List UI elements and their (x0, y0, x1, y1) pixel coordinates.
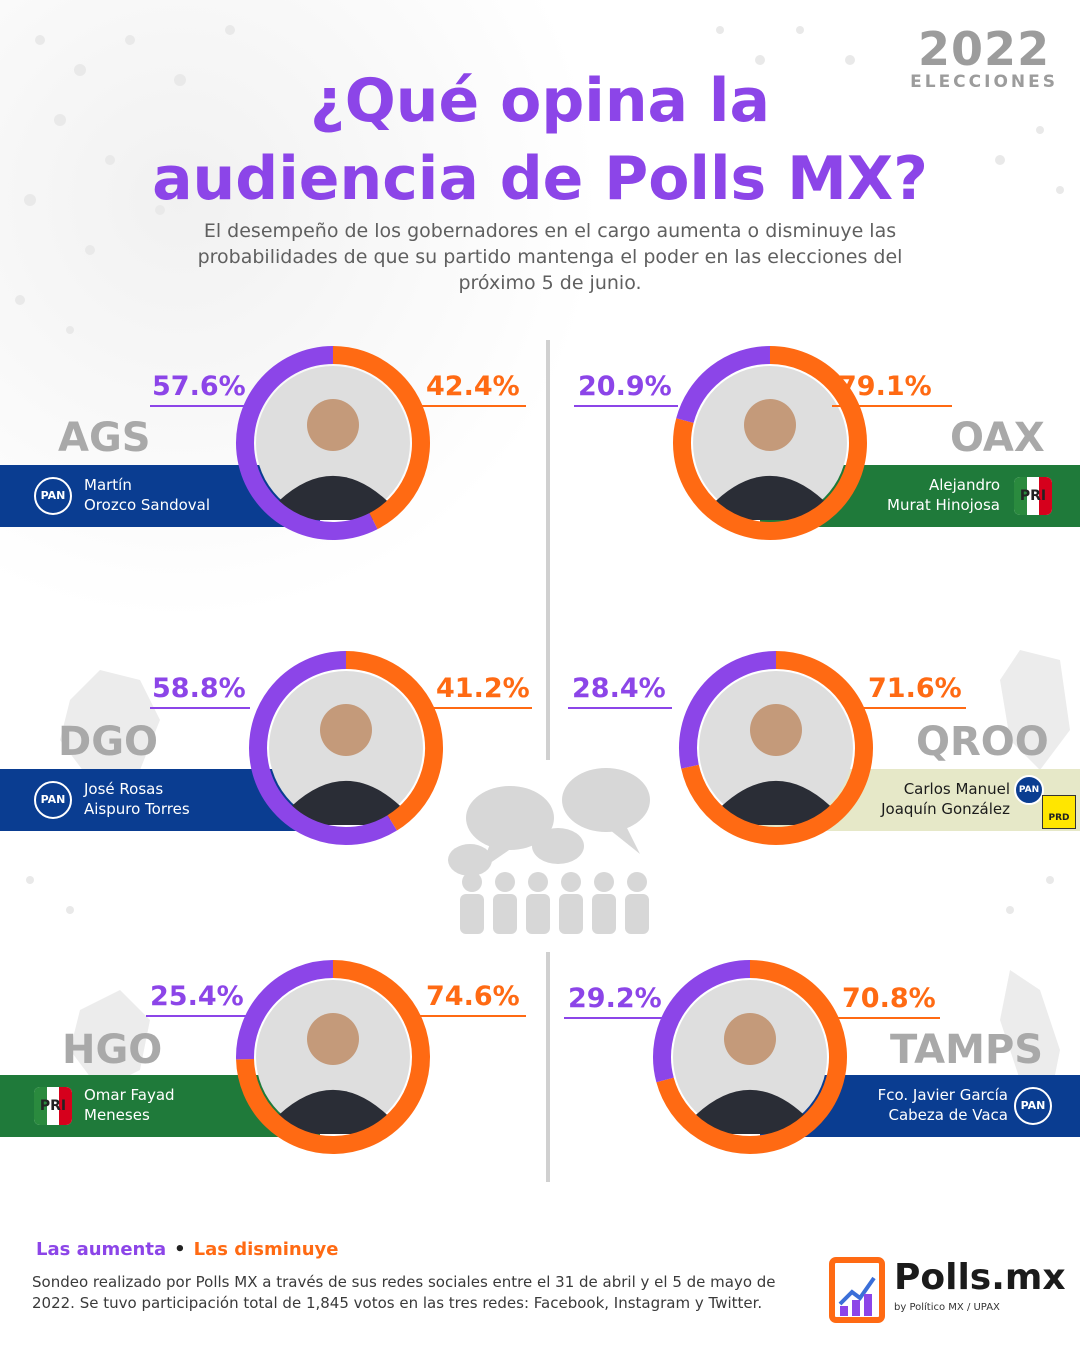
year-label: 2022 (918, 22, 1051, 76)
legend-bullet: • (174, 1239, 186, 1260)
ags-disminuye-underline (420, 405, 526, 407)
governor-name: José Rosas Aispuro Torres (84, 780, 190, 818)
tamps-governor-portrait-suit (696, 1089, 804, 1134)
governor-name: Omar Fayad Meneses (84, 1086, 175, 1124)
elecciones-label: ELECCIONES (910, 72, 1058, 92)
ags-disminuye-value: 42.4% (426, 371, 520, 402)
tamps-governor-portrait-head (724, 1013, 776, 1065)
pri-party-logo: PRI (34, 1087, 72, 1125)
center-divider-top (546, 340, 550, 760)
oax-disminuye-underline (832, 405, 952, 407)
legend-aumenta: Las aumenta (36, 1239, 167, 1260)
state-label-oax: OAX (950, 415, 1045, 461)
state-label-dgo: DGO (58, 719, 159, 765)
hgo-disminuye-underline (418, 1015, 526, 1017)
pan-party-logo: PAN (34, 477, 72, 515)
pri-party-logo: PRI (1014, 477, 1052, 515)
state-label-qroo: QROO (916, 719, 1049, 765)
dgo-aumenta-underline (150, 707, 250, 709)
qroo-disminuye-value: 71.6% (868, 673, 962, 704)
center-divider-bottom (546, 952, 550, 1182)
tamps-disminuye-arc (656, 960, 847, 1154)
qroo-aumenta-underline (568, 707, 672, 709)
legend-disminuye: Las disminuye (193, 1239, 339, 1260)
dgo-aumenta-value: 58.8% (152, 673, 246, 704)
ags-aumenta-value: 57.6% (152, 371, 246, 402)
title-line-2: audiencia de Polls MX? (152, 144, 928, 214)
tamps-disminuye-value: 70.8% (842, 983, 936, 1014)
polls-mx-logo: Polls.mx by Político MX / UPAX (828, 1254, 1066, 1326)
ags-disminuye-arc (332, 346, 430, 530)
oax-aumenta-underline (574, 405, 678, 407)
chart-legend: Las aumenta • Las disminuye (36, 1238, 338, 1262)
polls-chart-icon (829, 1257, 885, 1323)
tamps-aumenta-arc (653, 960, 751, 1083)
state-label-ags: AGS (58, 415, 151, 461)
audience-chat-icon (448, 768, 650, 934)
pan-party-logo: PAN (1014, 775, 1044, 805)
title-line-1: ¿Qué opina la (310, 66, 770, 136)
oax-disminuye-value: 79.1% (838, 371, 932, 402)
survey-footnote: Sondeo realizado por Polls MX a través d… (32, 1273, 776, 1312)
governor-name: Martín Orozco Sandoval (84, 476, 211, 514)
governor-name: Carlos Manuel Joaquín González (881, 780, 1010, 818)
dgo-aumenta-arc (249, 651, 397, 845)
dgo-disminuye-value: 41.2% (436, 673, 530, 704)
dgo-disminuye-arc (345, 651, 443, 831)
qroo-aumenta-arc (679, 651, 777, 769)
hgo-governor-portrait-head (307, 1013, 359, 1065)
polls-tagline: by Político MX / UPAX (894, 1302, 1000, 1313)
ags-governor-portrait-suit (279, 475, 387, 520)
hgo-governor-portrait-suit (279, 1089, 387, 1134)
qroo-state-map-shape (1000, 650, 1070, 770)
hgo-disminuye-arc (236, 960, 430, 1154)
hgo-aumenta-value: 25.4% (150, 981, 244, 1012)
qroo-disminuye-arc (681, 651, 873, 845)
hgo-aumenta-arc (236, 960, 334, 1060)
tamps-aumenta-underline (564, 1017, 668, 1019)
pan-party-logo: PAN (34, 781, 72, 819)
oax-disminuye-arc (673, 346, 867, 540)
dgo-governor-portrait-suit (292, 780, 400, 825)
oax-governor-portrait-suit (716, 475, 824, 520)
page-title: ¿Qué opina la audiencia de Polls MX? (0, 62, 1080, 218)
hgo-state-map-shape (70, 990, 150, 1090)
ags-aumenta-underline (150, 405, 250, 407)
oax-aumenta-arc (676, 346, 771, 424)
dgo-disminuye-underline (428, 707, 532, 709)
ags-governor-portrait-head (307, 399, 359, 451)
qroo-governor-portrait-suit (722, 780, 830, 825)
state-label-hgo: HGO (62, 1027, 163, 1073)
page-subtitle: El desempeño de los gobernadores en el c… (197, 220, 903, 294)
ags-aumenta-arc (236, 346, 378, 540)
pan-party-logo: PAN (1014, 1087, 1052, 1125)
qroo-governor-portrait-head (750, 704, 802, 756)
hgo-aumenta-underline (146, 1015, 250, 1017)
elecciones-2022-logo: 2022 ELECCIONES (910, 26, 1058, 92)
governor-name: Fco. Javier García Cabeza de Vaca (877, 1086, 1008, 1124)
tamps-disminuye-underline (836, 1017, 940, 1019)
polls-wordmark: Polls.mx (894, 1257, 1066, 1298)
tamps-aumenta-value: 29.2% (568, 983, 662, 1014)
oax-governor-portrait-head (744, 399, 796, 451)
state-label-tamps: TAMPS (890, 1027, 1044, 1073)
oax-aumenta-value: 20.9% (578, 371, 672, 402)
governor-name: Alejandro Murat Hinojosa (887, 476, 1000, 514)
dgo-state-map-shape (60, 670, 160, 780)
qroo-disminuye-underline (862, 707, 966, 709)
tamps-state-map-shape (1000, 970, 1060, 1100)
prd-party-logo: PRD (1042, 795, 1076, 829)
qroo-aumenta-value: 28.4% (572, 673, 666, 704)
dgo-governor-portrait-head (320, 704, 372, 756)
hgo-disminuye-value: 74.6% (426, 981, 520, 1012)
